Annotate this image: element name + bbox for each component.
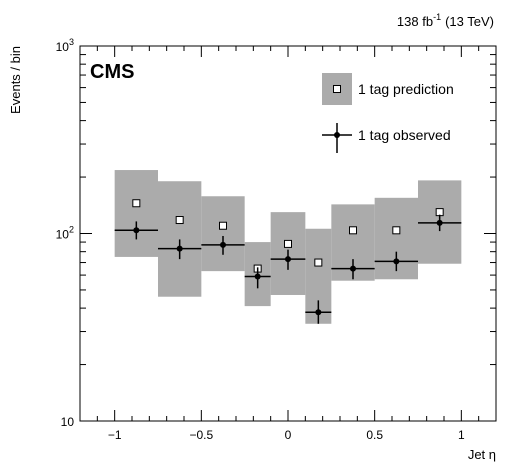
y-axis-ticks: 10 102 103 <box>56 37 496 429</box>
y-tick-label: 103 <box>56 37 74 54</box>
x-tick-label: 0 <box>285 428 292 442</box>
prediction-marker <box>132 199 141 208</box>
observed-point <box>254 273 261 280</box>
x-tick-label: 0.5 <box>366 428 383 442</box>
observed-point <box>133 227 140 234</box>
experiment-label: CMS <box>90 61 134 83</box>
observed-point <box>220 241 226 248</box>
legend-observed-label: 1 tag observed <box>358 127 451 143</box>
prediction-marker <box>435 208 444 217</box>
y-tick-label: 10 <box>61 415 75 429</box>
prediction-marker <box>392 226 401 235</box>
x-axis-title: Jet η <box>468 447 496 462</box>
x-tick-label: −0.5 <box>189 428 213 442</box>
observed-points <box>114 214 462 324</box>
prediction-marker <box>175 216 184 225</box>
legend: 1 tag prediction 1 tag observed <box>322 73 454 153</box>
y-tick-label: 102 <box>56 225 74 242</box>
observed-point <box>350 265 356 272</box>
legend-prediction-label: 1 tag prediction <box>358 81 454 97</box>
luminosity-label: 138 fb-1 (13 TeV) <box>397 12 494 29</box>
x-tick-label: −1 <box>108 428 122 442</box>
prediction-marker <box>314 258 323 267</box>
observed-point <box>436 219 443 226</box>
observed-point <box>176 245 183 252</box>
observed-point <box>393 258 400 265</box>
legend-prediction-marker <box>333 85 341 93</box>
prediction-marker <box>349 226 357 235</box>
legend-observed-marker <box>334 132 340 138</box>
prediction-marker <box>284 239 292 248</box>
prediction-band <box>201 196 245 272</box>
prediction-band <box>114 170 158 257</box>
prediction-marker <box>219 221 227 230</box>
observed-point <box>285 256 291 263</box>
prediction-band <box>158 181 202 297</box>
observed-point <box>315 309 322 316</box>
x-axis-ticks: −1 −0.5 0 0.5 1 <box>96 46 480 442</box>
x-tick-label: 1 <box>458 428 465 442</box>
y-axis-title: Events / bin <box>8 46 23 114</box>
